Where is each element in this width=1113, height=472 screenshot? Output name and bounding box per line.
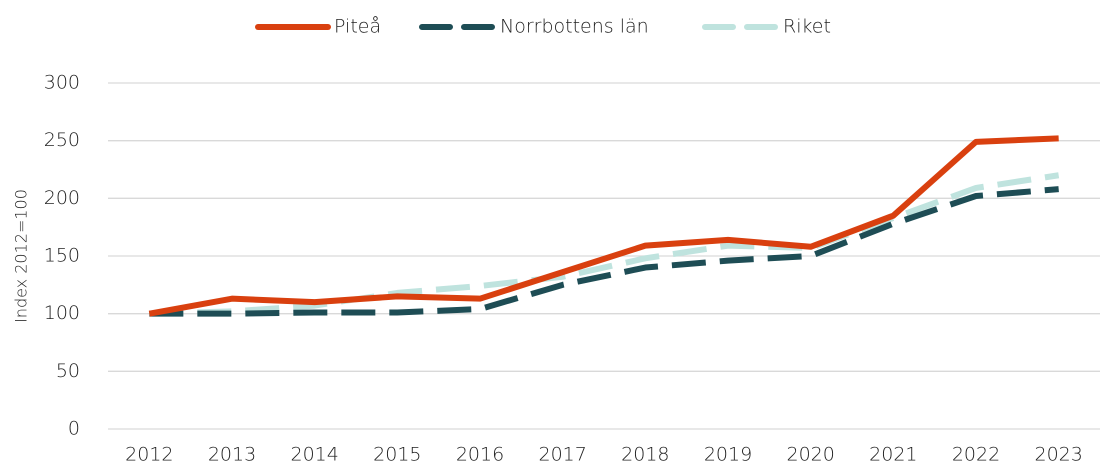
y-tick-label: 250 <box>44 129 80 151</box>
x-tick-label: 2022 <box>952 444 1000 466</box>
x-tick-label: 2017 <box>538 444 586 466</box>
y-tick-label: 300 <box>44 72 80 94</box>
y-axis-label: Index 2012=100 <box>12 189 31 323</box>
x-tick-label: 2020 <box>786 444 834 466</box>
x-tick-label: 2021 <box>869 444 917 466</box>
y-tick-label: 150 <box>44 245 80 267</box>
series-line <box>148 135 1059 317</box>
x-tick-label: 2015 <box>373 444 421 466</box>
x-tick-label: 2023 <box>1034 444 1082 466</box>
series-line <box>149 172 1060 317</box>
legend-label: Piteå <box>334 16 381 38</box>
y-tick-label: 50 <box>56 360 80 382</box>
legend-label: Riket <box>783 16 831 38</box>
y-tick-label: 0 <box>68 418 80 440</box>
series-line <box>149 186 1059 317</box>
x-tick-label: 2012 <box>125 444 173 466</box>
x-tick-label: 2013 <box>208 444 256 466</box>
y-tick-label: 100 <box>44 302 80 324</box>
x-tick-label: 2016 <box>456 444 504 466</box>
x-tick-label: 2014 <box>290 444 338 466</box>
x-tick-label: 2019 <box>704 444 752 466</box>
y-tick-label: 200 <box>44 187 80 209</box>
legend-label: Norrbottens län <box>500 16 649 38</box>
x-tick-label: 2018 <box>621 444 669 466</box>
